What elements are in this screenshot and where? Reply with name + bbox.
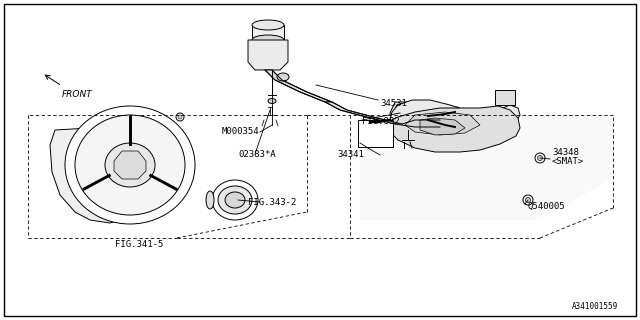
Circle shape — [535, 153, 545, 163]
Circle shape — [538, 156, 543, 161]
Circle shape — [176, 113, 184, 121]
Polygon shape — [114, 151, 146, 179]
Ellipse shape — [454, 122, 460, 132]
Text: 34531: 34531 — [380, 99, 407, 108]
Ellipse shape — [252, 20, 284, 30]
Polygon shape — [358, 120, 393, 147]
Text: FIG.832: FIG.832 — [362, 117, 399, 126]
Polygon shape — [420, 118, 465, 135]
Ellipse shape — [206, 191, 214, 209]
Ellipse shape — [268, 99, 276, 103]
Text: M000354: M000354 — [222, 127, 260, 136]
Polygon shape — [360, 115, 613, 220]
Polygon shape — [395, 120, 440, 127]
Ellipse shape — [212, 180, 258, 220]
Ellipse shape — [225, 192, 245, 208]
Text: 34348: 34348 — [552, 148, 579, 157]
Ellipse shape — [277, 73, 289, 81]
Polygon shape — [390, 100, 520, 132]
Polygon shape — [405, 112, 480, 135]
Text: FRONT: FRONT — [62, 90, 93, 99]
Polygon shape — [50, 128, 120, 223]
Ellipse shape — [415, 104, 421, 110]
Circle shape — [525, 197, 531, 203]
Ellipse shape — [218, 186, 252, 214]
Polygon shape — [252, 25, 284, 40]
Text: FIG.341-5: FIG.341-5 — [115, 240, 163, 249]
Ellipse shape — [116, 153, 144, 177]
Polygon shape — [248, 40, 288, 70]
Polygon shape — [325, 102, 402, 124]
Text: 02383*A: 02383*A — [238, 150, 276, 159]
Ellipse shape — [396, 104, 404, 110]
Text: FIG.343-2: FIG.343-2 — [248, 198, 296, 207]
Polygon shape — [495, 90, 515, 105]
Circle shape — [178, 115, 182, 119]
Circle shape — [523, 195, 533, 205]
Text: <SMAT>: <SMAT> — [552, 157, 584, 166]
Text: 34341: 34341 — [337, 150, 364, 159]
Ellipse shape — [105, 143, 155, 187]
Polygon shape — [390, 102, 430, 130]
Polygon shape — [265, 70, 332, 102]
Ellipse shape — [252, 35, 284, 45]
Text: Q540005: Q540005 — [527, 202, 564, 211]
Text: A341001559: A341001559 — [572, 302, 618, 311]
Ellipse shape — [65, 106, 195, 224]
Polygon shape — [388, 106, 520, 152]
Ellipse shape — [75, 115, 185, 215]
Ellipse shape — [454, 107, 460, 117]
